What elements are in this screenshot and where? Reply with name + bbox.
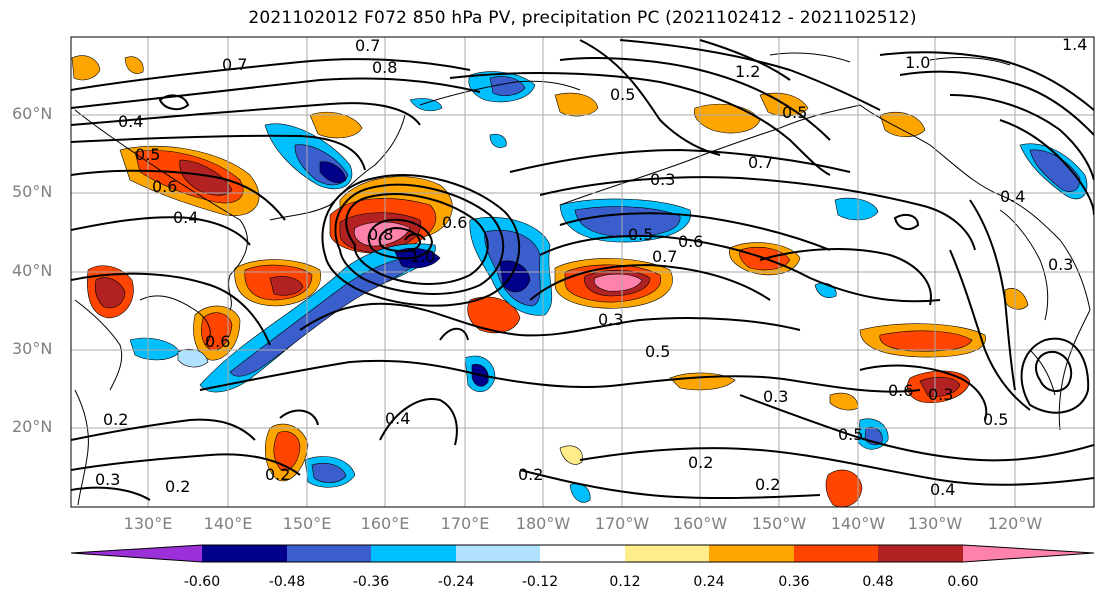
colorbar-tick-label: 0.60 <box>947 574 979 590</box>
colorbar-tick-label: -0.24 <box>437 574 475 590</box>
contour-label: 0.5 <box>983 410 1008 429</box>
contour-label: 0.3 <box>928 385 953 404</box>
lon-label: 170°W <box>594 514 650 533</box>
colorbar-segment <box>456 545 540 562</box>
contour-label: 0.2 <box>755 475 780 494</box>
colorbar-segment <box>709 545 794 562</box>
colorbar-segment <box>202 545 287 562</box>
lon-label: 140°W <box>830 514 886 533</box>
lon-label: 120°W <box>987 514 1043 533</box>
lon-label: 130°E <box>123 514 173 533</box>
lon-label: 160°W <box>672 514 728 533</box>
lat-label: 30°N <box>12 339 53 358</box>
colorbar-segment <box>540 545 625 562</box>
colorbar-tick-label: -0.48 <box>268 574 306 590</box>
colorbar-segment <box>625 545 709 562</box>
coastlines <box>74 52 1091 506</box>
contour-label: 0.6 <box>888 381 913 400</box>
lon-label: 150°W <box>751 514 807 533</box>
lat-label: 40°N <box>12 261 53 280</box>
colorbar-segment <box>963 545 1094 562</box>
contour-label: 0.5 <box>838 425 863 444</box>
contour-label: 0.8 <box>368 225 393 244</box>
colorbar <box>70 544 1095 563</box>
contour-label: 0.5 <box>610 85 635 104</box>
colorbar-tick-label: 0.36 <box>778 574 810 590</box>
colorbar-tick-label: -0.12 <box>521 574 559 590</box>
colorbar-tick-label: 0.48 <box>862 574 894 590</box>
colorbar-segment <box>287 545 371 562</box>
lat-label: 60°N <box>12 104 53 123</box>
colorbar-tick-label: -0.36 <box>352 574 390 590</box>
contour-label: 0.2 <box>265 465 290 484</box>
lon-label: 160°E <box>360 514 410 533</box>
colorbar-tick-label: 0.12 <box>609 574 641 590</box>
contour-label: 0.4 <box>930 480 955 499</box>
contour-label: 0.6 <box>678 232 703 251</box>
contour-label: 0.2 <box>165 477 190 496</box>
contour-label: 0.2 <box>518 465 543 484</box>
gridlines <box>71 37 1094 507</box>
lon-label: 180°W <box>515 514 571 533</box>
lon-label: 170°E <box>440 514 490 533</box>
contour-label: 1.2 <box>735 62 760 81</box>
contour-labels: 0.7 0.8 0.7 1.2 1.0 1.4 0.4 0.5 0.6 0.4 … <box>95 35 1087 499</box>
contour-label: 0.3 <box>650 170 675 189</box>
contour-label: 0.7 <box>652 247 677 266</box>
contour-label: 1.4 <box>1062 35 1087 54</box>
colorbar-segment <box>794 545 878 562</box>
contour-label: 1.0 <box>905 53 930 72</box>
contour-label: 0.3 <box>763 387 788 406</box>
contour-label: 0.5 <box>782 103 807 122</box>
contour-label: 0.2 <box>103 410 128 429</box>
contour-label: 0.3 <box>95 470 120 489</box>
contour-label: 0.3 <box>1048 255 1073 274</box>
colorbar-segment <box>371 545 456 562</box>
contour-label: 0.6 <box>442 213 467 232</box>
colorbar-segment <box>71 545 202 562</box>
lat-label: 50°N <box>12 182 53 201</box>
contour-label: 0.8 <box>372 58 397 77</box>
lon-label: 130°W <box>907 514 963 533</box>
pv-contours <box>71 39 1094 501</box>
lon-label: 150°E <box>282 514 332 533</box>
map-frame <box>70 36 1095 508</box>
contour-label: 0.4 <box>385 409 410 428</box>
contour-label: 0.4 <box>1000 187 1025 206</box>
contour-label: 0.7 <box>355 36 380 55</box>
contour-label: 0.5 <box>628 225 653 244</box>
colorbar-tick-label: -0.60 <box>183 574 221 590</box>
colorbar-tick-label: 0.24 <box>693 574 725 590</box>
contour-label: 1.0 <box>410 247 435 266</box>
contour-label: 0.5 <box>135 145 160 164</box>
lat-label: 20°N <box>12 417 53 436</box>
lon-label: 140°E <box>203 514 253 533</box>
contour-label: 0.6 <box>205 332 230 351</box>
contour-label: 0.4 <box>118 112 143 131</box>
map-title: 2021102012 F072 850 hPa PV, precipitatio… <box>248 8 917 28</box>
contour-label: 0.4 <box>173 208 198 227</box>
contour-label: 0.6 <box>152 177 177 196</box>
contour-label: 0.7 <box>748 153 773 172</box>
contour-label: 0.3 <box>598 310 623 329</box>
contour-label: 0.7 <box>222 55 247 74</box>
contour-label: 0.5 <box>645 342 670 361</box>
colorbar-segment <box>878 545 963 562</box>
contour-label: 0.2 <box>688 453 713 472</box>
